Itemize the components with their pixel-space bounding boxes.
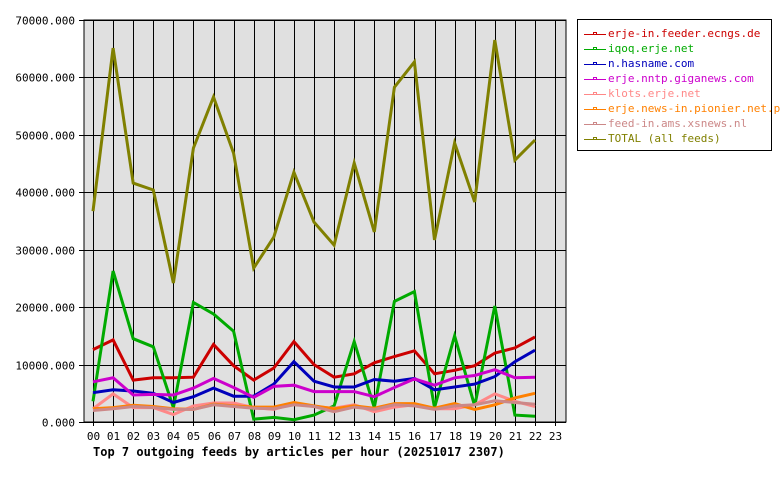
y-tick-label: 70000.000 — [15, 15, 75, 28]
legend-line-icon — [584, 44, 606, 54]
x-tick-label: 17 — [429, 430, 442, 443]
x-tick-label: 12 — [328, 430, 341, 443]
series-lines — [91, 39, 537, 422]
series-line — [92, 368, 536, 399]
x-tick-label: 22 — [529, 430, 542, 443]
legend-label: TOTAL (all feeds) — [608, 132, 721, 145]
x-tick-label: 21 — [509, 430, 522, 443]
legend-line-icon — [584, 74, 606, 84]
x-tick-label: 11 — [308, 430, 321, 443]
x-tick-label: 23 — [549, 430, 562, 443]
y-tick-label: 20000.000 — [15, 302, 75, 315]
legend-line-icon — [584, 29, 606, 39]
legend-line-icon — [584, 134, 606, 144]
series-line — [91, 270, 536, 422]
series-line — [92, 335, 536, 382]
x-tick-label: 02 — [127, 430, 140, 443]
x-tick-label: 18 — [449, 430, 462, 443]
y-axis-tick-labels: 0.000 10000.000 20000.000 30000.000 40000.00… — [15, 15, 75, 430]
y-tick-label: 30000.000 — [15, 245, 75, 258]
legend: erje-in.feeder.ecngs.de iqoq.erje.net n.… — [577, 19, 780, 151]
y-tick-label: 10000.000 — [15, 360, 75, 373]
series-line — [92, 348, 536, 405]
legend-item: feed-in.ams.xsnews.nl — [584, 116, 747, 131]
legend-line-icon — [584, 89, 606, 99]
plot-area — [83, 19, 567, 423]
legend-label: iqoq.erje.net — [608, 42, 695, 55]
x-tick-label: 05 — [187, 430, 200, 443]
x-tick-label: 09 — [268, 430, 281, 443]
x-tick-label: 03 — [147, 430, 160, 443]
y-tick-label: 0.000 — [42, 417, 75, 430]
x-axis-tick-labels: 00 01 02 03 04 05 06 07 08 09 10 11 12 13 14 15 16 17 18 19… — [87, 430, 562, 443]
legend-label: klots.erje.net — [608, 87, 701, 100]
x-tick-label: 14 — [368, 430, 382, 443]
x-tick-label: 15 — [388, 430, 401, 443]
x-tick-label: 20 — [489, 430, 502, 443]
chart-title: Top 7 outgoing feeds by articles per hou… — [93, 445, 505, 459]
x-tick-label: 06 — [208, 430, 221, 443]
x-tick-label: 16 — [408, 430, 421, 443]
legend-line-icon — [584, 119, 606, 129]
legend-item: TOTAL (all feeds) — [584, 131, 721, 146]
legend-label: feed-in.ams.xsnews.nl — [608, 117, 748, 130]
legend-line-icon — [584, 59, 606, 69]
legend-label: erje-in.feeder.ecngs.de — [608, 27, 761, 40]
x-tick-label: 01 — [107, 430, 120, 443]
legend-item: erje-in.feeder.ecngs.de — [584, 26, 760, 41]
x-tick-label: 13 — [348, 430, 361, 443]
legend-label: n.hasname.com — [608, 57, 695, 70]
x-tick-label: 04 — [167, 430, 181, 443]
y-tick-label: 60000.000 — [15, 72, 75, 85]
legend-item: iqoq.erje.net — [584, 41, 694, 56]
legend-item: n.hasname.com — [584, 56, 694, 71]
x-tick-label: 08 — [248, 430, 261, 443]
y-tick-label: 50000.000 — [15, 130, 75, 143]
vertical-gridlines — [93, 20, 556, 426]
legend-item: klots.erje.net — [584, 86, 701, 101]
y-tick-label: 40000.000 — [15, 187, 75, 200]
legend-label: erje.news-in.pionier.net.pl — [608, 102, 780, 115]
x-tick-label: 00 — [87, 430, 100, 443]
x-tick-label: 10 — [288, 430, 301, 443]
series-line — [92, 399, 536, 414]
x-tick-label: 19 — [469, 430, 482, 443]
legend-line-icon — [584, 104, 606, 114]
series-line — [91, 39, 537, 284]
x-tick-label: 07 — [228, 430, 241, 443]
legend-item: erje.news-in.pionier.net.pl — [584, 101, 780, 116]
legend-item: erje.nntp.giganews.com — [584, 71, 754, 86]
legend-label: erje.nntp.giganews.com — [608, 72, 754, 85]
